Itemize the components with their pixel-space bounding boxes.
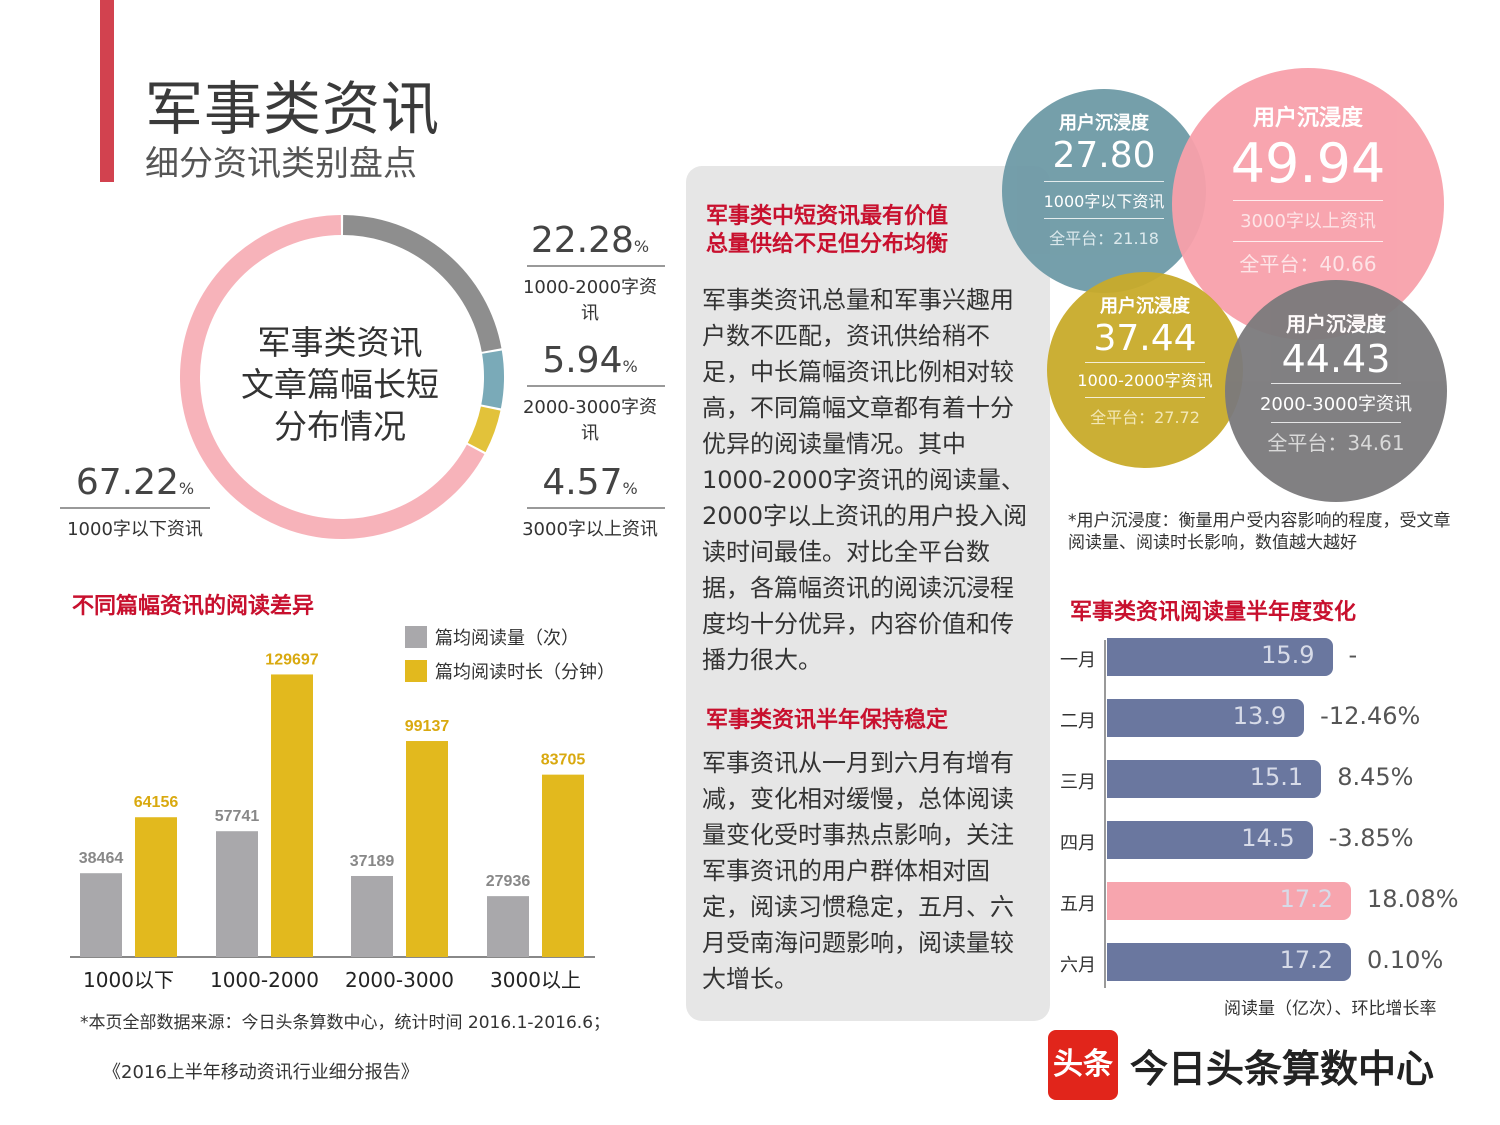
length-donut-chart	[180, 215, 504, 539]
month-growth-rate: 0.10%	[1367, 946, 1444, 974]
bar	[406, 741, 448, 957]
bar-value-label: 129697	[265, 651, 318, 668]
bar-value-label: 99137	[405, 718, 450, 735]
panel-title-1: 军事类中短资讯最有价值 总量供给不足但分布均衡	[706, 204, 949, 257]
bar-category-label: 2000-3000	[345, 968, 454, 992]
donut-label-3000-plus: 4.57% 3000字以上资讯	[515, 462, 665, 541]
month-bar	[1107, 821, 1313, 859]
month-bar	[1107, 699, 1305, 737]
hbar-axis-label: 阅读量（亿次）、环比增长率	[1224, 999, 1437, 1019]
legend-item-views: 篇均阅读量（次）	[405, 624, 615, 650]
bar-category-label: 1000-2000	[210, 968, 319, 992]
month-label: 三月	[1060, 772, 1096, 793]
bar	[271, 674, 313, 957]
month-bar-value: 17.2	[1279, 885, 1333, 913]
bar-value-label: 37189	[350, 853, 395, 870]
pct-value: 22.28	[530, 220, 634, 261]
toutiao-logo-mark: 头条	[1048, 1030, 1118, 1100]
pct-value: 5.94	[542, 340, 623, 381]
immersion-bubble-1000-2000: 用户沉浸度 37.44 1000-2000字资讯 全平台：27.72	[1047, 272, 1243, 468]
reading-diff-title: 不同篇幅资讯的阅读差异	[72, 594, 315, 619]
month-bar-value: 15.1	[1249, 763, 1304, 791]
legend-item-duration: 篇均阅读时长（分钟）	[405, 658, 615, 684]
immersion-note: *用户沉浸度：衡量用户受内容影响的程度，受文章阅读量、阅读时长影响，数值越大越好	[1068, 511, 1451, 553]
month-label: 二月	[1060, 711, 1096, 732]
bubble-value: 49.94	[1230, 132, 1386, 195]
bar-value-label: 64156	[134, 794, 179, 811]
analysis-panel	[686, 166, 1050, 1021]
month-bar-value: 15.9	[1261, 641, 1315, 669]
hbar-axis	[1104, 640, 1106, 988]
month-bar	[1107, 943, 1351, 981]
bar	[80, 873, 122, 957]
legend-swatch	[405, 660, 427, 682]
half-year-bar-chart: 一月 15.9 - 二月 13.9 -12.46% 三月 15.1 8.45% 四月 14.5 -3.…	[1060, 638, 1480, 998]
month-label: 四月	[1060, 833, 1096, 854]
month-label: 一月	[1060, 650, 1096, 671]
donut-label-1000-2000: 22.28% 1000-2000字资讯	[515, 220, 665, 325]
pct-value: 4.57	[542, 462, 623, 503]
page-title: 军事类资讯	[145, 75, 441, 143]
donut-slice	[342, 215, 502, 352]
bubble-value: 44.43	[1281, 337, 1391, 381]
toutiao-logo-text: 今日头条算数中心	[1130, 1047, 1435, 1091]
bar	[351, 875, 393, 957]
donut-label-2000-3000: 5.94% 2000-3000字资讯	[515, 340, 665, 445]
month-bar-value: 14.5	[1241, 824, 1295, 852]
immersion-bubble-2000-3000: 用户沉浸度 44.43 2000-3000字资讯 全平台：34.61	[1225, 280, 1447, 502]
bar-category-label: 1000以下	[83, 968, 174, 992]
donut-slice	[481, 350, 504, 409]
month-growth-rate: -	[1348, 641, 1358, 669]
bar-legend: 篇均阅读量（次） 篇均阅读时长（分钟）	[405, 624, 615, 684]
bubble-value: 27.80	[1052, 135, 1156, 176]
data-source-note: *本页全部数据来源：今日头条算数中心，统计时间 2016.1-2016.6；	[80, 1013, 611, 1033]
bar	[542, 774, 584, 957]
bar	[135, 817, 177, 957]
panel-body-1: 军事类资讯总量和军事兴趣用户数不匹配，资讯供给稍不足，中长篇幅资讯比例相对较高，…	[702, 286, 1028, 674]
title-accent-bar	[100, 0, 114, 182]
month-bar	[1107, 882, 1351, 920]
bar-value-label: 27936	[486, 873, 531, 890]
month-growth-rate: -12.46%	[1320, 702, 1421, 730]
legend-swatch	[405, 626, 427, 648]
half-year-title: 军事类资讯阅读量半年度变化	[1070, 600, 1357, 625]
bar-value-label: 38464	[79, 850, 124, 867]
month-label: 五月	[1060, 894, 1096, 915]
bar-value-label: 57741	[215, 808, 260, 825]
donut-slice	[467, 406, 501, 453]
donut-label-under-1000: 67.22% 1000字以下资讯	[60, 462, 210, 541]
panel-title-2: 军事类资讯半年保持稳定	[706, 708, 949, 733]
month-bar-value: 17.2	[1279, 946, 1333, 974]
bar	[487, 896, 529, 957]
report-name: 《2016上半年移动资讯行业细分报告》	[103, 1062, 419, 1083]
month-bar-value: 13.9	[1232, 702, 1287, 730]
month-bar	[1107, 638, 1333, 676]
bar-value-label: 83705	[541, 752, 586, 769]
panel-body-2: 军事资讯从一月到六月有增有减，变化相对缓慢，总体阅读量变化受时事热点影响，关注军…	[702, 749, 1014, 993]
reading-diff-bar-chart: 38464 64156 1000以下 57741 129697 1000-2000 3718…	[70, 651, 595, 992]
pct-value: 67.22	[75, 462, 179, 503]
month-growth-rate: -3.85%	[1328, 824, 1414, 852]
month-growth-rate: 18.08%	[1367, 885, 1459, 913]
bubble-value: 37.44	[1093, 318, 1197, 359]
bar-category-label: 3000以上	[490, 968, 581, 992]
month-bar	[1107, 760, 1322, 798]
donut-slice	[180, 215, 485, 539]
donut-center-label: 军事类资讯 文章篇幅长短 分布情况	[241, 323, 439, 446]
month-label: 六月	[1060, 955, 1096, 976]
bar	[216, 831, 258, 957]
month-growth-rate: 8.45%	[1337, 763, 1414, 791]
page-subtitle: 细分资讯类别盘点	[145, 144, 417, 184]
